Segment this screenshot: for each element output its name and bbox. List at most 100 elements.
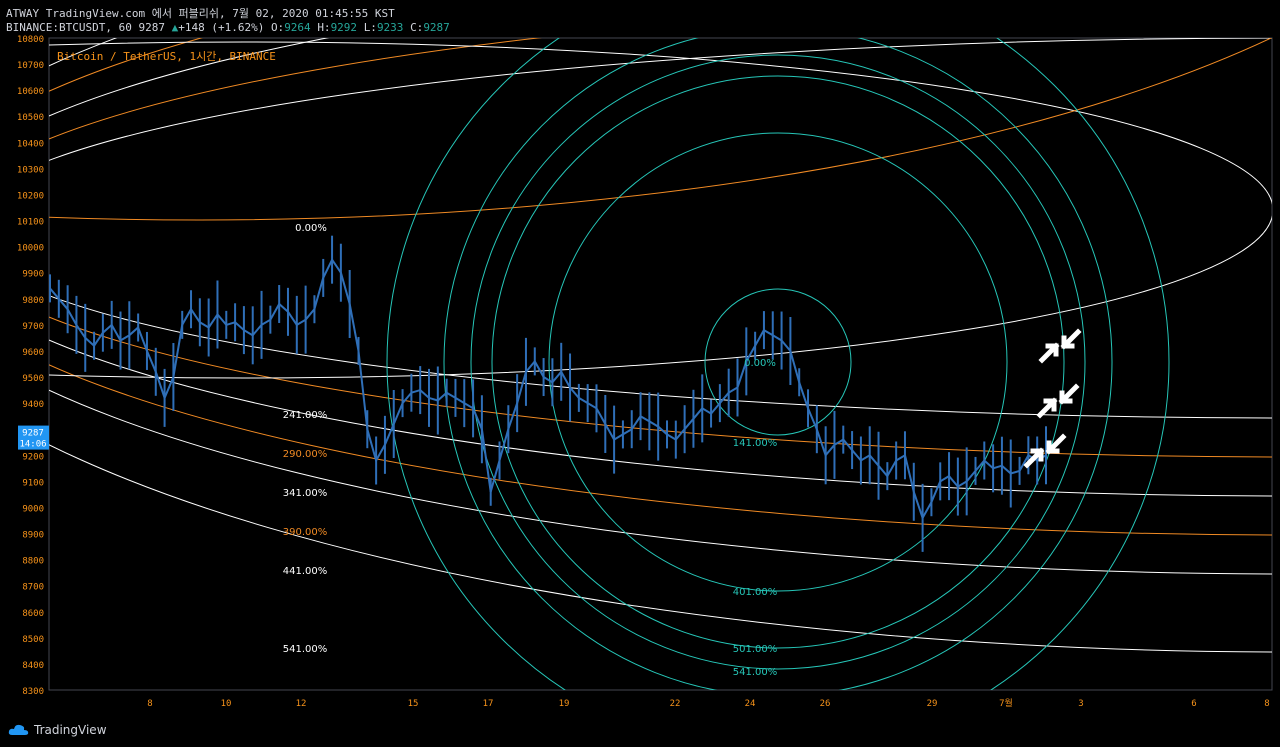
y-tick-label: 8500 — [22, 635, 44, 645]
last-price: 9287 — [138, 21, 165, 34]
x-tick-label: 24 — [745, 699, 756, 709]
fib-outer-arc-white — [49, 41, 1272, 379]
y-tick-label: 10500 — [17, 113, 44, 123]
fib-arc-label: 241.00% — [283, 410, 328, 421]
price-badge-bg — [18, 425, 49, 450]
fib-circle-label: 401.00% — [733, 587, 778, 598]
fib-outer-arc-orange — [49, 38, 1272, 221]
fib-arc-label: 441.00% — [283, 566, 328, 577]
change-value: +148 (+1.62%) — [178, 21, 265, 34]
arrow-in-icon — [1036, 397, 1058, 419]
y-tick-label: 9100 — [22, 478, 44, 488]
chart-title: Bitcoin / TetherUS, 1시간, BINANCE — [57, 50, 276, 63]
x-tick-label: 29 — [927, 699, 938, 709]
y-tick-label: 8800 — [22, 557, 44, 567]
y-tick-label: 10300 — [17, 165, 44, 175]
price-series — [49, 235, 1047, 552]
price-line — [49, 257, 1047, 521]
change-arrow-icon: ▲ — [171, 21, 179, 34]
x-tick-label: 17 — [483, 699, 494, 709]
open-label: O: — [270, 21, 285, 34]
y-tick-label: 10200 — [17, 191, 44, 201]
fib-circle — [491, 75, 1065, 649]
fib-arc-label: 541.00% — [283, 644, 328, 655]
y-tick-label: 10400 — [17, 139, 44, 149]
x-tick-label: 8 — [1264, 699, 1269, 709]
x-tick-label: 19 — [559, 699, 570, 709]
countdown-label: 14:06 — [19, 440, 46, 450]
fib-arc — [49, 38, 1272, 575]
y-tick-label: 8300 — [22, 687, 44, 697]
fib-arc-label: 390.00% — [283, 527, 328, 538]
fib-circle — [470, 54, 1086, 670]
low-value: 9233 — [376, 21, 404, 34]
y-tick-label: 10600 — [17, 87, 44, 97]
arrow-in-icon — [1058, 383, 1080, 405]
arrow-pair-icon — [1038, 328, 1082, 364]
y-tick-label: 9000 — [22, 504, 44, 514]
symbol-ohlc-bar: BINANCE:BTCUSDT, 60 9287 ▲+148 (+1.62%) … — [6, 21, 450, 34]
fib-arc-label: 341.00% — [283, 488, 328, 499]
y-tick-label: 8900 — [22, 531, 44, 541]
fib-circle — [548, 132, 1008, 592]
y-tick-label: 9800 — [22, 296, 44, 306]
y-tick-label: 10000 — [17, 244, 44, 254]
y-tick-label: 9500 — [22, 374, 44, 384]
x-tick-label: 10 — [221, 699, 232, 709]
brand-label: TradingView — [34, 723, 107, 737]
plot-frame — [48, 37, 1273, 691]
arrow-in-icon — [1060, 328, 1082, 350]
x-tick-label: 7월 — [999, 697, 1013, 709]
y-tick-label: 9200 — [22, 452, 44, 462]
arrow-in-icon — [1045, 433, 1067, 455]
y-tick-label: 10800 — [17, 35, 44, 45]
fib-circle-label: 501.00% — [733, 644, 778, 655]
y-tick-label: 8600 — [22, 609, 44, 619]
fib-circle — [443, 38, 1113, 690]
symbol-label: BINANCE:BTCUSDT, 60 — [6, 21, 132, 34]
price-axis[interactable]: 10800 10700 10600 10500 10400 10300 10200 10100… — [17, 35, 44, 697]
arrow-pair-icon — [1023, 433, 1067, 469]
fib-arc-label: 290.00% — [283, 449, 328, 460]
fib-circle-label: 0.00% — [744, 358, 776, 369]
x-tick-label: 12 — [296, 699, 307, 709]
x-tick-label: 3 — [1078, 699, 1083, 709]
time-axis[interactable]: 8 10 12 15 17 19 22 24 26 29 7월 3 6 8 — [147, 697, 1269, 709]
fib-circle-label: 541.00% — [733, 667, 778, 678]
arrow-pair-icon — [1036, 383, 1080, 419]
fib-circle — [386, 38, 1170, 690]
open-value: 9264 — [284, 21, 311, 34]
fib-circle-label: 141.00% — [733, 438, 778, 449]
x-tick-label: 22 — [670, 699, 681, 709]
y-tick-label: 9700 — [22, 322, 44, 332]
x-tick-label: 6 — [1191, 699, 1196, 709]
y-tick-label: 9400 — [22, 400, 44, 410]
arrow-annotations — [1023, 328, 1082, 469]
arrow-in-icon — [1038, 342, 1060, 364]
arrow-in-icon — [1023, 447, 1045, 469]
y-tick-label: 8400 — [22, 661, 44, 671]
publish-info: ATWAY TradingView.com 에서 퍼블리쉬, 7월 02, 20… — [6, 7, 395, 20]
y-tick-label: 8700 — [22, 583, 44, 593]
fib-labels: 0.00% 241.00% 290.00% 341.00% 390.00% 441.00%… — [283, 223, 778, 678]
fib-arc-label: 0.00% — [295, 223, 327, 234]
cloud-icon — [8, 724, 29, 735]
low-label: L: — [363, 21, 377, 34]
y-tick-label: 9600 — [22, 348, 44, 358]
y-tick-label: 9900 — [22, 270, 44, 280]
x-tick-label: 8 — [147, 699, 152, 709]
close-label: C: — [410, 21, 424, 34]
footer-bar — [0, 712, 1280, 747]
current-price-label: 9287 — [22, 429, 44, 439]
high-value: 9292 — [330, 21, 358, 34]
x-tick-label: 15 — [408, 699, 419, 709]
fib-speed-arcs[interactable] — [0, 0, 1280, 653]
y-tick-label: 10700 — [17, 61, 44, 71]
tradingview-logo[interactable]: TradingView — [8, 723, 107, 737]
x-tick-label: 26 — [820, 699, 831, 709]
close-value: 9287 — [423, 21, 450, 34]
fib-circles[interactable] — [386, 0, 1170, 747]
y-tick-label: 10100 — [17, 218, 44, 228]
